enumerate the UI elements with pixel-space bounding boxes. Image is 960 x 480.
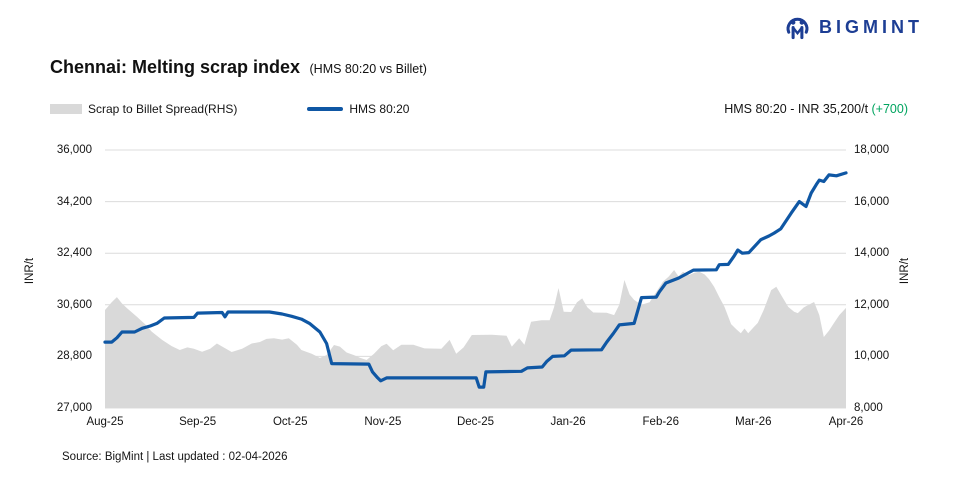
x-axis-tick-label: Oct-25	[272, 416, 308, 428]
bigmint-logo-text: BIGMINT	[819, 17, 923, 37]
bigmint-logo: BIGMINT	[784, 14, 923, 41]
left-axis-tick-label: 27,000	[56, 402, 92, 414]
x-axis-tick-label: Feb-26	[642, 416, 679, 428]
spread-area-series	[105, 270, 846, 408]
latest-value-text: HMS 80:20 - INR 35,200/t	[724, 102, 872, 116]
x-axis-tick-label: Jan-26	[550, 416, 586, 428]
x-axis-tick-label: Sep-25	[179, 416, 217, 428]
x-axis-tick-label: Aug-25	[86, 416, 124, 428]
legend-label-spread: Scrap to Billet Spread(RHS)	[88, 102, 238, 116]
right-axis-tick-label: 14,000	[854, 247, 890, 260]
bigmint-logo-icon	[786, 17, 809, 40]
right-axis-tick-label: 18,000	[854, 144, 890, 156]
line-swatch-icon	[307, 107, 344, 111]
right-axis-tick-label: 12,000	[854, 298, 890, 311]
chart-title-row: Chennai: Melting scrap index (HMS 80:20 …	[50, 57, 427, 78]
latest-value-annotation: HMS 80:20 - INR 35,200/t (+700)	[724, 102, 908, 116]
source-note: Source: BigMint | Last updated : 02-04-2…	[62, 451, 288, 463]
legend-item-hms: HMS 80:20	[307, 102, 409, 116]
right-axis-tick-label: 10,000	[854, 350, 890, 363]
legend-item-spread: Scrap to Billet Spread(RHS)	[50, 102, 237, 116]
left-axis-tick-label: 34,200	[56, 195, 92, 208]
x-axis-tick-label: Apr-26	[828, 416, 864, 428]
right-axis-tick-label: 16,000	[854, 195, 890, 208]
left-axis-tick-label: 30,600	[56, 298, 92, 311]
page-title: Chennai: Melting scrap index	[50, 57, 301, 77]
page-subtitle: (HMS 80:20 vs Billet)	[309, 62, 427, 76]
area-swatch-icon	[50, 104, 82, 114]
x-axis-tick-label: Nov-25	[364, 416, 402, 428]
left-axis-tick-label: 32,400	[56, 247, 92, 260]
latest-value-delta: (+700)	[871, 102, 908, 116]
legend-label-hms: HMS 80:20	[349, 102, 410, 116]
legend-row: Scrap to Billet Spread(RHS) HMS 80:20 HM…	[50, 101, 908, 117]
left-axis-tick-label: 28,800	[56, 350, 92, 363]
x-axis-tick-label: Dec-25	[456, 416, 495, 428]
left-axis-title: INR/t	[24, 257, 36, 285]
left-axis-tick-label: 36,000	[56, 144, 92, 156]
right-axis-tick-label: 8,000	[854, 402, 883, 414]
hms-line-series	[103, 171, 848, 389]
right-axis-title: INR/t	[899, 257, 911, 285]
x-axis-tick-label: Mar-26	[735, 416, 772, 428]
